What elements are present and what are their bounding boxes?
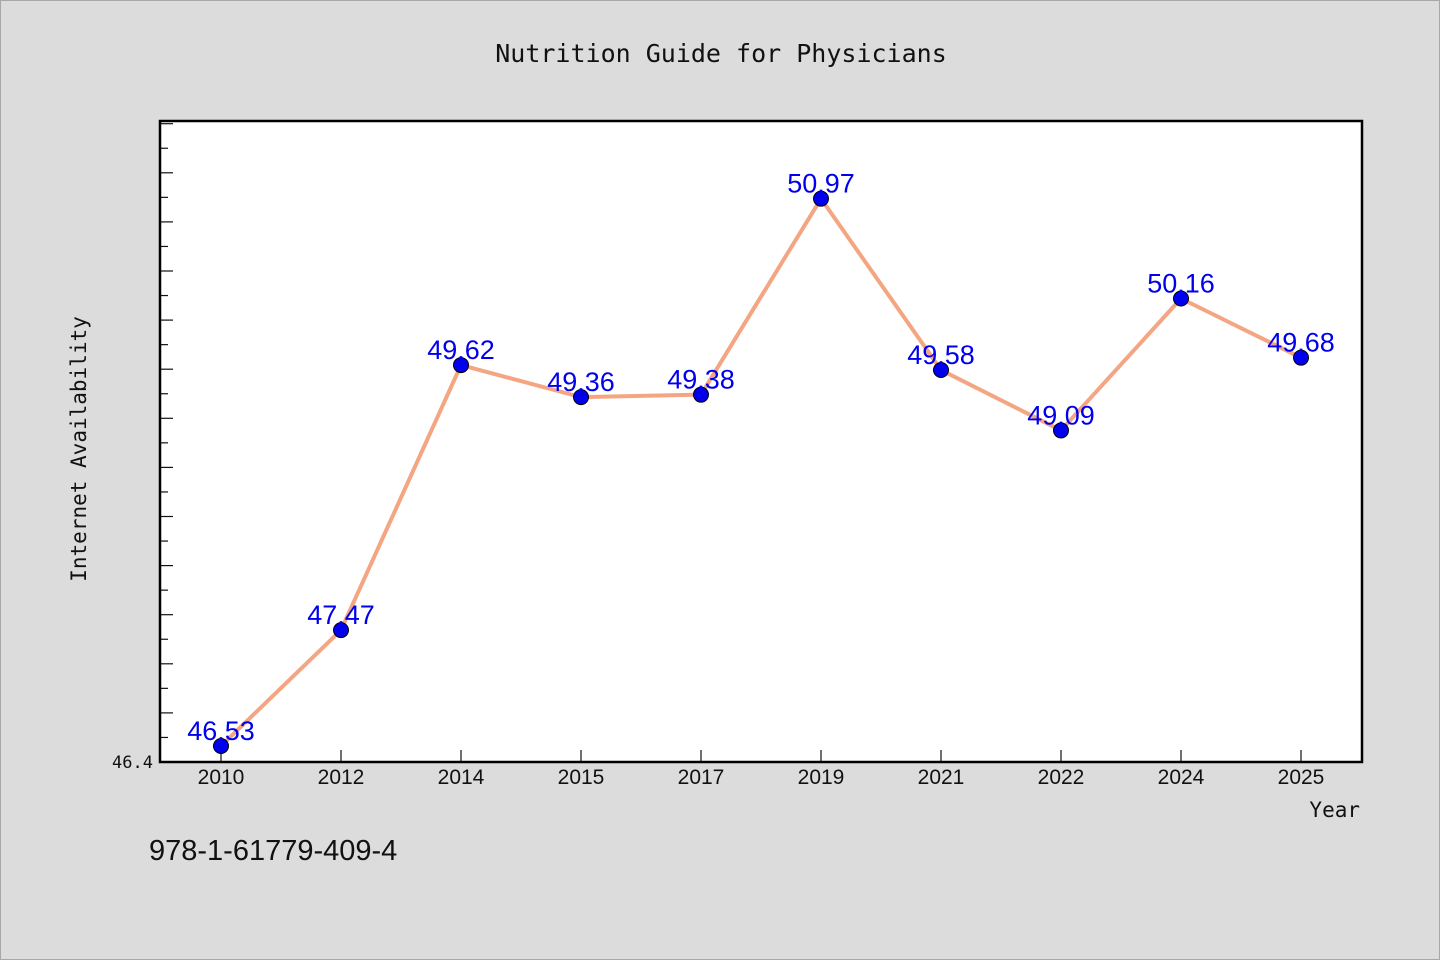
x-tick-label: 2012 [318, 766, 365, 789]
x-tick-label: 2017 [678, 766, 725, 789]
data-point [1173, 290, 1189, 307]
x-tick-label: 2019 [798, 766, 845, 789]
x-tick-label: 2021 [918, 766, 965, 789]
data-point [1053, 422, 1069, 439]
data-label: 50.97 [787, 169, 855, 199]
data-point [693, 386, 709, 403]
data-point [813, 190, 829, 207]
data-point [333, 622, 349, 639]
data-point [213, 737, 229, 754]
y-axis-ticks [160, 123, 173, 739]
data-label: 49.58 [907, 340, 975, 370]
x-tick-label: 2022 [1038, 766, 1085, 789]
data-point [573, 389, 589, 406]
data-label: 49.62 [427, 335, 495, 365]
data-point [1293, 349, 1309, 366]
x-tick-label: 2024 [1158, 766, 1205, 789]
x-tick-label: 2015 [558, 766, 605, 789]
data-label: 46.53 [187, 716, 255, 746]
x-tick-label: 2014 [438, 766, 485, 789]
data-label: 49.38 [667, 365, 735, 395]
chart-title: Nutrition Guide for Physicians [495, 39, 947, 68]
x-axis-label: Year [1309, 798, 1360, 822]
plot-frame [158, 119, 1364, 764]
y-tick-label: 46.4 [112, 753, 153, 773]
data-label: 49.36 [547, 367, 615, 397]
data-label: 47.47 [307, 600, 375, 630]
data-label: 49.68 [1267, 328, 1335, 358]
data-point [933, 362, 949, 379]
isbn-code: 978-1-61779-409-4 [149, 835, 398, 867]
data-label: 50.16 [1147, 269, 1215, 299]
data-label: 49.09 [1027, 400, 1095, 430]
y-axis-label: Internet Availability [67, 316, 91, 582]
plot-area [160, 121, 1362, 762]
data-point [453, 357, 469, 374]
series-line [219, 196, 1303, 748]
x-tick-label: 2025 [1278, 766, 1325, 789]
x-tick-label: 2010 [198, 766, 245, 789]
